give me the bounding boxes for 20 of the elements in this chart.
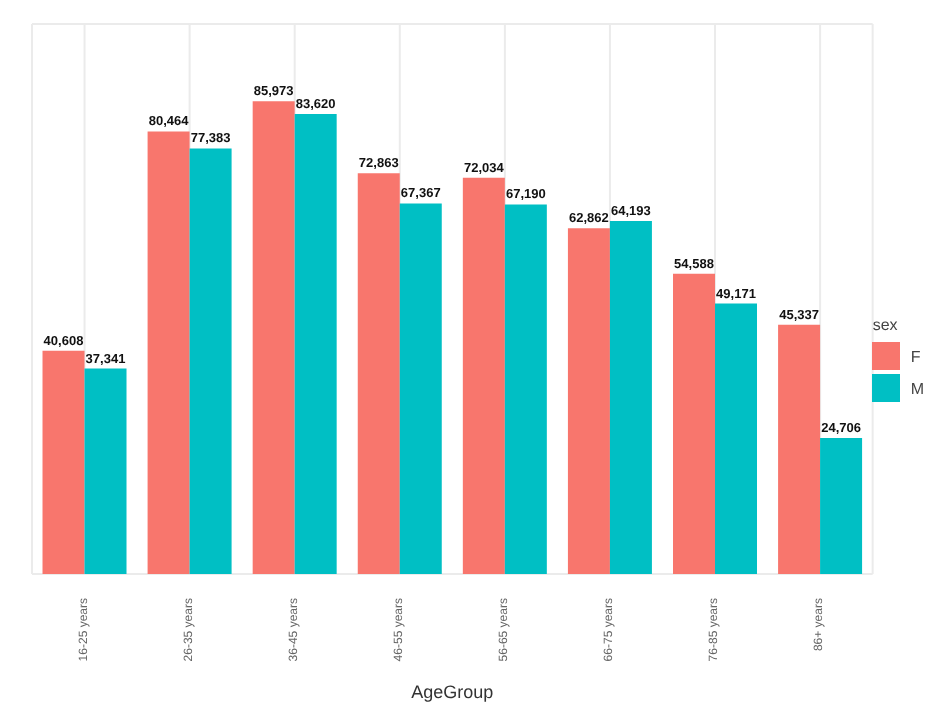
bar xyxy=(504,204,547,574)
legend-label: F xyxy=(910,347,921,365)
bar xyxy=(778,324,821,574)
bar xyxy=(673,273,715,574)
bar xyxy=(147,131,190,574)
bar xyxy=(567,228,610,574)
bar xyxy=(462,177,505,574)
bar xyxy=(189,148,232,574)
bar xyxy=(42,350,85,574)
bar xyxy=(399,203,442,574)
x-axis-title: AgeGroup xyxy=(411,682,494,702)
legend-title: sex xyxy=(872,316,900,334)
legend-label: M xyxy=(910,379,924,397)
bar xyxy=(294,114,337,574)
bar xyxy=(609,220,652,574)
bar xyxy=(715,303,757,574)
bar xyxy=(252,101,295,574)
bar xyxy=(820,438,863,574)
bar xyxy=(357,173,400,574)
bar xyxy=(84,368,127,574)
